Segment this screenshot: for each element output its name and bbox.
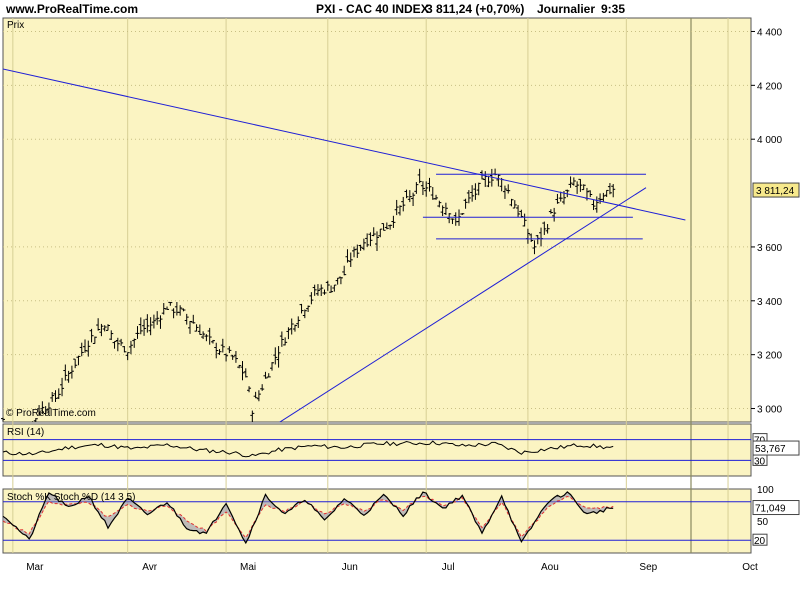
ohlc-bars [1,168,616,422]
stoch-panel-label: Stoch %K Stoch %D (14 3 5) [7,492,135,503]
price-tick-label: 4 400 [757,27,782,38]
time-label: 9:35 [601,2,626,16]
price-tick-label: 3 200 [757,351,782,362]
current-value-label: 3 811,24 [756,186,795,197]
stoch-level-label: 20 [754,536,766,547]
stoch-k-line [2,491,614,545]
price-tick-label: 4 000 [757,135,782,146]
stoch-value-box [752,500,800,516]
stoch-tick-label: 50 [757,517,769,528]
panel-frame-0 [2,17,752,423]
rsi-value-label: 53,767 [755,444,786,455]
panel-frame-1 [2,423,752,477]
price-tick-label: 3 000 [757,405,782,416]
x-tick-label: Oct [742,562,758,573]
watermark: © ProRealTime.com [6,408,96,419]
x-tick-label: Mar [26,562,44,573]
stoch-value-label: 71,049 [755,504,786,515]
rsi-level-label: 30 [754,456,766,467]
trendline-support [279,187,647,422]
price-tick-label: 4 200 [757,81,782,92]
x-tick-label: Jul [442,562,455,573]
trendlines [3,68,686,422]
site-name: www.ProRealTime.com [6,2,139,16]
price-tick-label: 3 400 [757,297,782,308]
last-price: 3 811,24 (+0,70%) [426,2,525,16]
trendline-resistance [3,68,686,221]
x-tick-label: Mai [240,562,256,573]
price-tick-label: 3 600 [757,243,782,254]
stoch-tick-label: 100 [757,485,774,496]
x-tick-label: Avr [142,562,157,573]
current-value-box [752,182,800,198]
price-panel-label: Prix [7,20,24,31]
rsi-value-box [752,440,800,456]
x-tick-label: Jun [342,562,358,573]
period-label: Journalier [537,2,596,16]
x-tick-label: Sep [639,562,657,573]
rsi-panel-label: RSI (14) [7,427,44,438]
x-tick-label: Aou [541,562,559,573]
rsi-line [2,440,614,458]
chart-title: PXI - CAC 40 INDEX [316,2,429,16]
stoch-level-box [752,533,768,546]
